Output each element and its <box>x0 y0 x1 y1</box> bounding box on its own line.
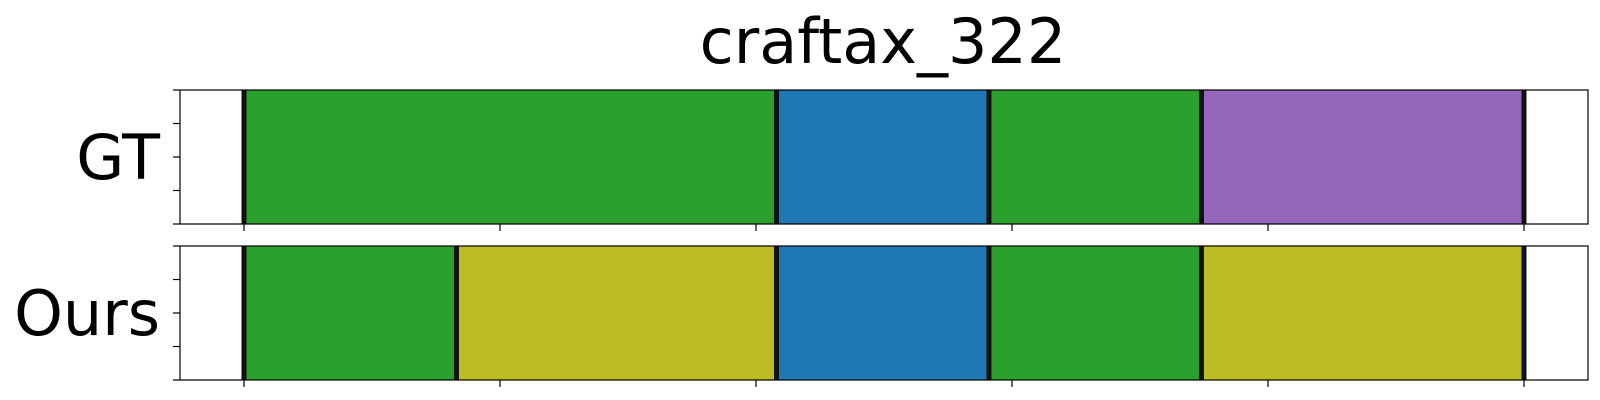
row-1-segment-0 <box>244 246 457 380</box>
row-1-segment-2 <box>776 246 989 380</box>
row-0-segment-1 <box>776 90 989 224</box>
row-0-segment-2 <box>988 90 1202 224</box>
chart-title: craftax_322 <box>700 5 1067 78</box>
row-1-label: Ours <box>14 277 160 350</box>
panels: GT Ours <box>14 89 1589 387</box>
row-1-segment-1 <box>456 246 777 380</box>
row-0-segment-0 <box>244 90 777 224</box>
row-0-label: GT <box>76 121 161 194</box>
row-1-segment-4 <box>1201 246 1524 380</box>
row-0-segment-3 <box>1201 90 1524 224</box>
row-1-segment-3 <box>988 246 1202 380</box>
